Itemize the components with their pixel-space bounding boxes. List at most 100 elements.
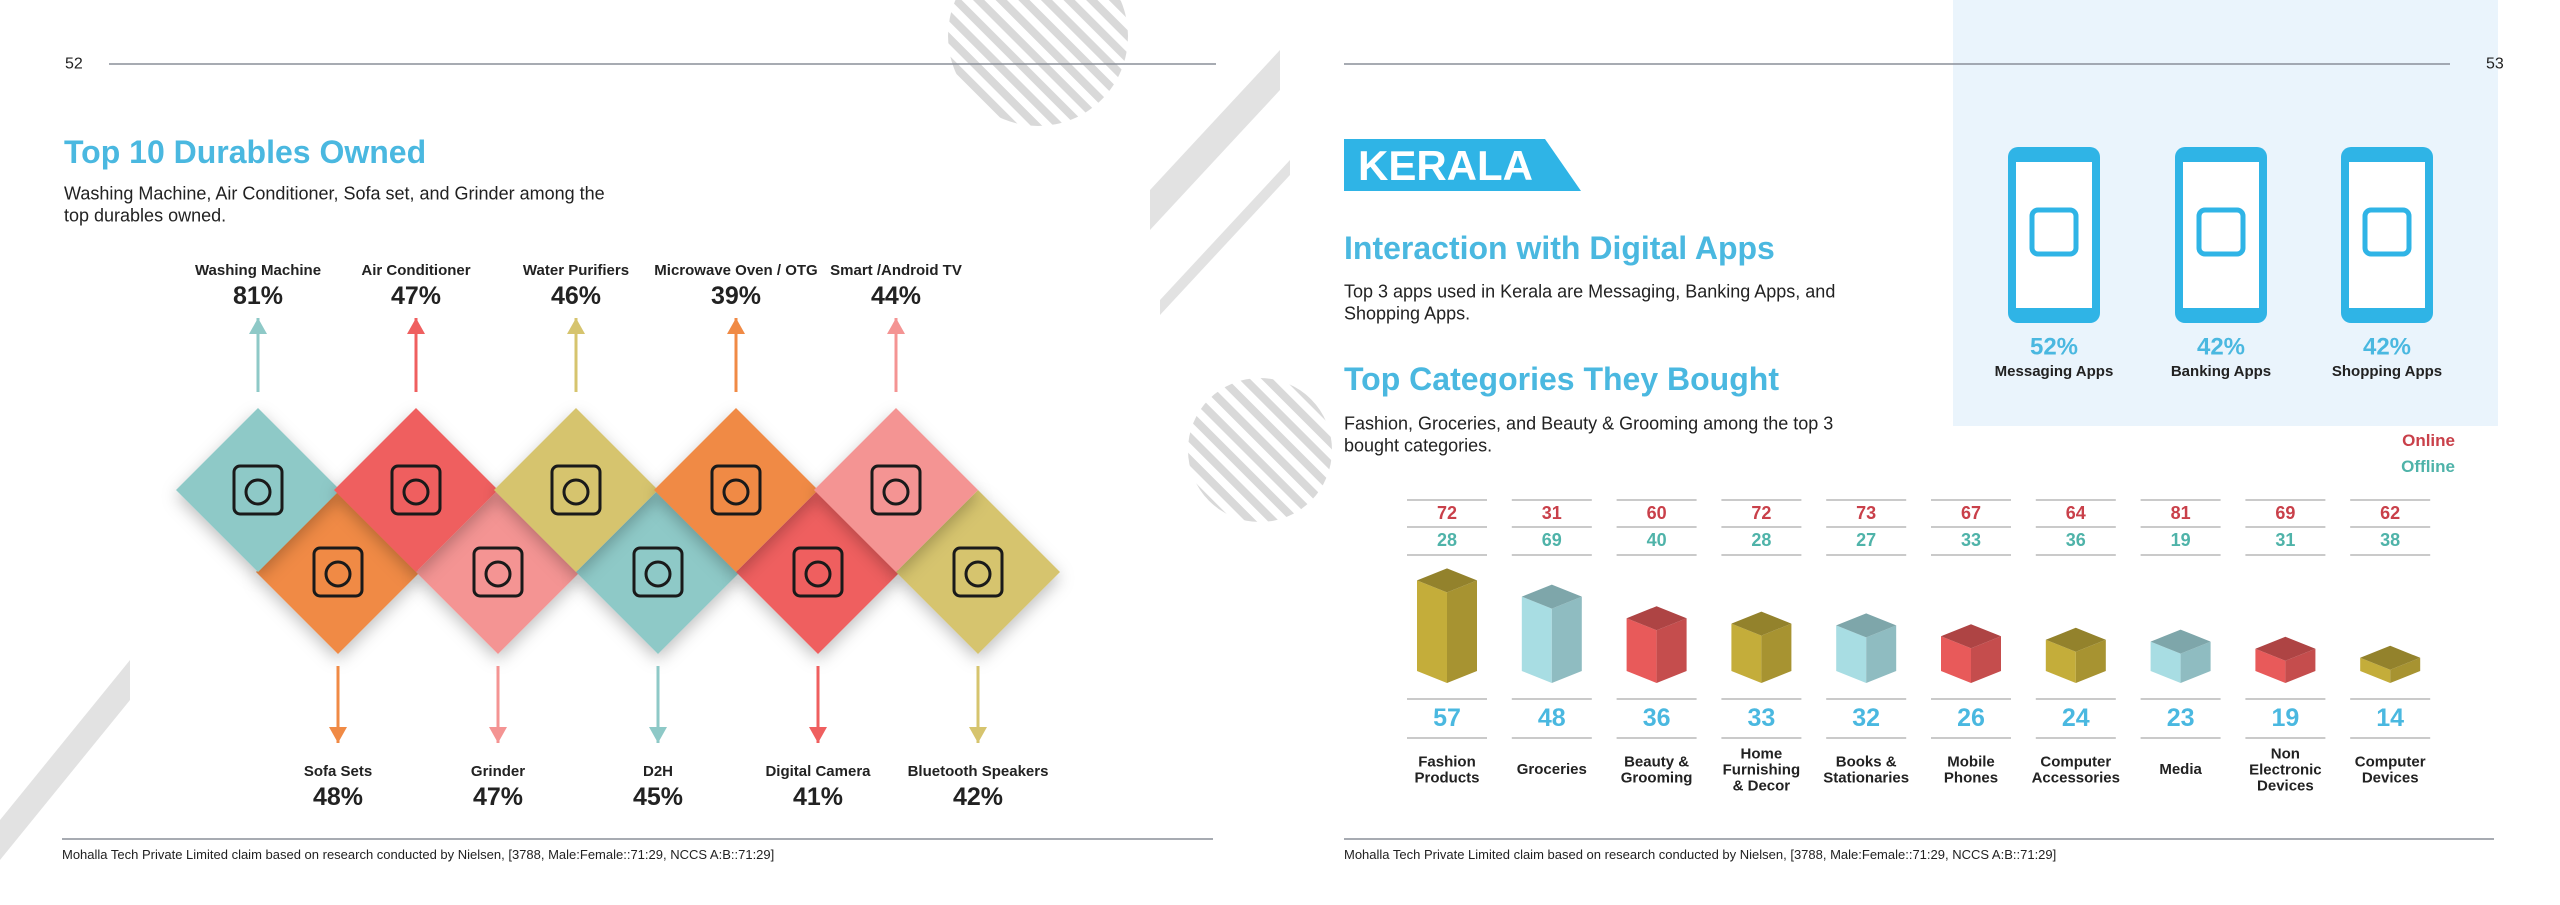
cube-left — [2045, 639, 2076, 683]
cube-top — [1417, 568, 1477, 593]
durable-percent: 44% — [870, 282, 922, 310]
arrow-head — [887, 318, 905, 334]
category-name: Mobile Phones — [1943, 753, 1999, 786]
decor-stripe — [0, 660, 130, 860]
durable-name: Washing Machine — [194, 262, 322, 279]
cube-top — [1521, 584, 1582, 609]
cube-top — [1836, 613, 1897, 638]
durable-tile — [654, 408, 818, 572]
durable-icon — [870, 464, 922, 516]
category-cube — [2360, 645, 2421, 683]
category-cube — [1836, 613, 1897, 683]
durable-tile — [494, 408, 658, 572]
durable-icon — [550, 464, 602, 516]
durable-tile — [176, 408, 340, 572]
offline-value: 31 — [2275, 530, 2296, 551]
online-value: 72 — [1436, 503, 1458, 524]
online-value: 31 — [1541, 503, 1562, 524]
cube-top — [2150, 629, 2211, 654]
online-value: 67 — [1960, 503, 1982, 524]
durable-percent: 45% — [632, 783, 684, 811]
cube-right — [1656, 618, 1687, 683]
section-description: Fashion, Groceries, and Beauty & Groomin… — [1344, 413, 1834, 455]
online-value: 73 — [1856, 503, 1877, 524]
cube-left — [1417, 580, 1447, 683]
arrow-head — [329, 727, 347, 743]
arrow-head — [407, 318, 425, 334]
cube-left — [2360, 657, 2391, 683]
category-name: Home Furnishing & Decor — [1722, 745, 1801, 794]
durable-icon — [644, 560, 672, 588]
offline-value: 28 — [1436, 530, 1458, 551]
offline-value: 19 — [2170, 530, 2191, 551]
section-description: Washing Machine, Air Conditioner, Sofa s… — [64, 183, 605, 225]
arrow-head — [489, 727, 507, 743]
app-percent: 42% — [2362, 333, 2412, 361]
category-cube — [1521, 584, 1582, 683]
category-name: Books & Stationaries — [1823, 753, 1910, 786]
page-number: 52 — [65, 55, 83, 73]
online-value: 81 — [2170, 503, 2191, 524]
arrow-head — [809, 727, 827, 743]
durable-icon — [402, 478, 430, 506]
legend-online: Online — [2402, 430, 2455, 450]
footnote: Mohalla Tech Private Limited claim based… — [1344, 847, 2057, 863]
durable-icon — [632, 546, 684, 598]
app-percent: 42% — [2196, 333, 2246, 361]
total-value: 24 — [2061, 704, 2090, 732]
arrow-head — [567, 318, 585, 334]
app-icon — [2029, 207, 2079, 257]
durable-icon — [722, 478, 750, 506]
app-label: Shopping Apps — [2331, 363, 2443, 380]
cube-left — [1626, 618, 1657, 683]
cube-top — [1731, 611, 1792, 636]
category-name: Computer Accessories — [2031, 753, 2120, 786]
cube-right — [1447, 580, 1477, 683]
total-value: 19 — [2271, 704, 2300, 732]
category-cube — [1941, 624, 2001, 683]
durable-tile — [334, 408, 498, 572]
durable-icon — [710, 464, 762, 516]
legend-offline: Offline — [2401, 456, 2455, 476]
online-value: 64 — [2065, 503, 2086, 524]
category-cube — [1626, 606, 1687, 683]
durable-tile — [814, 408, 978, 572]
total-value: 23 — [2166, 704, 2195, 732]
durable-icon — [472, 546, 524, 598]
durable-icon — [312, 546, 364, 598]
app-icon — [2196, 207, 2246, 257]
durable-icon — [324, 560, 352, 588]
total-value: 36 — [1642, 704, 1671, 732]
total-value: 14 — [2376, 704, 2405, 732]
durable-name: Sofa Sets — [303, 763, 373, 780]
category-cube — [1731, 611, 1792, 683]
decor-stripe — [1150, 50, 1280, 230]
decor-circle — [948, 0, 1128, 126]
durable-icon — [964, 560, 992, 588]
durable-percent: 47% — [390, 282, 442, 310]
category-name: Beauty & Grooming — [1620, 753, 1693, 786]
phone-screen — [2016, 162, 2092, 308]
total-value: 26 — [1957, 704, 1985, 732]
offline-value: 28 — [1751, 530, 1772, 551]
cube-left — [1731, 623, 1762, 683]
phone-screen — [2349, 162, 2425, 308]
durable-name: Water Purifiers — [522, 262, 630, 279]
online-value: 62 — [2380, 503, 2401, 524]
offline-value: 27 — [1856, 530, 1877, 551]
offline-value: 36 — [2065, 530, 2086, 551]
section-description: Top 3 apps used in Kerala are Messaging,… — [1344, 281, 1836, 323]
durable-percent: 47% — [472, 783, 524, 811]
category-name: Media — [2159, 761, 2202, 779]
durable-percent: 46% — [550, 282, 602, 310]
cube-right — [2390, 657, 2421, 683]
total-value: 48 — [1537, 704, 1566, 732]
region-banner — [1344, 139, 1581, 191]
durable-name: Smart /Android TV — [830, 262, 962, 279]
total-value: 32 — [1852, 704, 1881, 732]
durable-percent: 81% — [232, 282, 284, 310]
app-label: Messaging Apps — [1994, 363, 2114, 380]
online-value: 72 — [1751, 503, 1772, 524]
